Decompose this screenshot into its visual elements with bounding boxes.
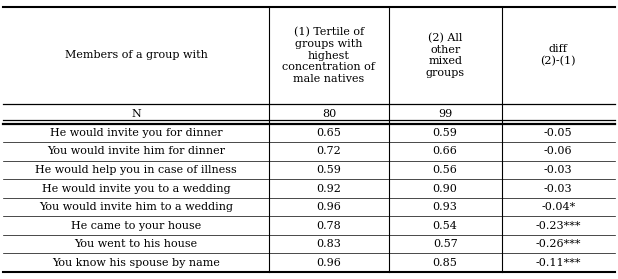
Text: 0.93: 0.93: [433, 202, 457, 212]
Text: (1) Tertile of
groups with
highest
concentration of
male natives: (1) Tertile of groups with highest conce…: [282, 27, 375, 84]
Text: 0.96: 0.96: [316, 258, 341, 268]
Text: -0.03: -0.03: [544, 165, 573, 175]
Text: -0.23***: -0.23***: [536, 221, 581, 231]
Text: 99: 99: [438, 109, 452, 119]
Text: 0.90: 0.90: [433, 184, 457, 194]
Text: -0.04*: -0.04*: [541, 202, 575, 212]
Text: 0.85: 0.85: [433, 258, 457, 268]
Text: 0.96: 0.96: [316, 202, 341, 212]
Text: -0.03: -0.03: [544, 184, 573, 194]
Text: You know his spouse by name: You know his spouse by name: [53, 258, 220, 268]
Text: -0.06: -0.06: [544, 146, 573, 157]
Text: -0.05: -0.05: [544, 128, 573, 138]
Text: -0.11***: -0.11***: [536, 258, 581, 268]
Text: 0.54: 0.54: [433, 221, 457, 231]
Text: -0.26***: -0.26***: [536, 239, 581, 249]
Text: 0.78: 0.78: [316, 221, 341, 231]
Text: 0.59: 0.59: [433, 128, 457, 138]
Text: You would invite him to a wedding: You would invite him to a wedding: [39, 202, 233, 212]
Text: 0.66: 0.66: [433, 146, 457, 157]
Text: 0.83: 0.83: [316, 239, 341, 249]
Text: He would help you in case of illness: He would help you in case of illness: [35, 165, 237, 175]
Text: You would invite him for dinner: You would invite him for dinner: [47, 146, 225, 157]
Text: 0.56: 0.56: [433, 165, 457, 175]
Text: 0.65: 0.65: [316, 128, 341, 138]
Text: 0.72: 0.72: [316, 146, 341, 157]
Text: N: N: [131, 109, 141, 119]
Text: He came to your house: He came to your house: [71, 221, 201, 231]
Text: 0.59: 0.59: [316, 165, 341, 175]
Text: He would invite you for dinner: He would invite you for dinner: [50, 128, 222, 138]
Text: 80: 80: [322, 109, 336, 119]
Text: (2) All
other
mixed
groups: (2) All other mixed groups: [426, 33, 465, 78]
Text: He would invite you to a wedding: He would invite you to a wedding: [42, 184, 231, 194]
Text: Members of a group with: Members of a group with: [65, 50, 208, 60]
Text: 0.57: 0.57: [433, 239, 457, 249]
Text: You went to his house: You went to his house: [75, 239, 198, 249]
Text: 0.92: 0.92: [316, 184, 341, 194]
Text: diff
(2)-(1): diff (2)-(1): [541, 44, 576, 66]
